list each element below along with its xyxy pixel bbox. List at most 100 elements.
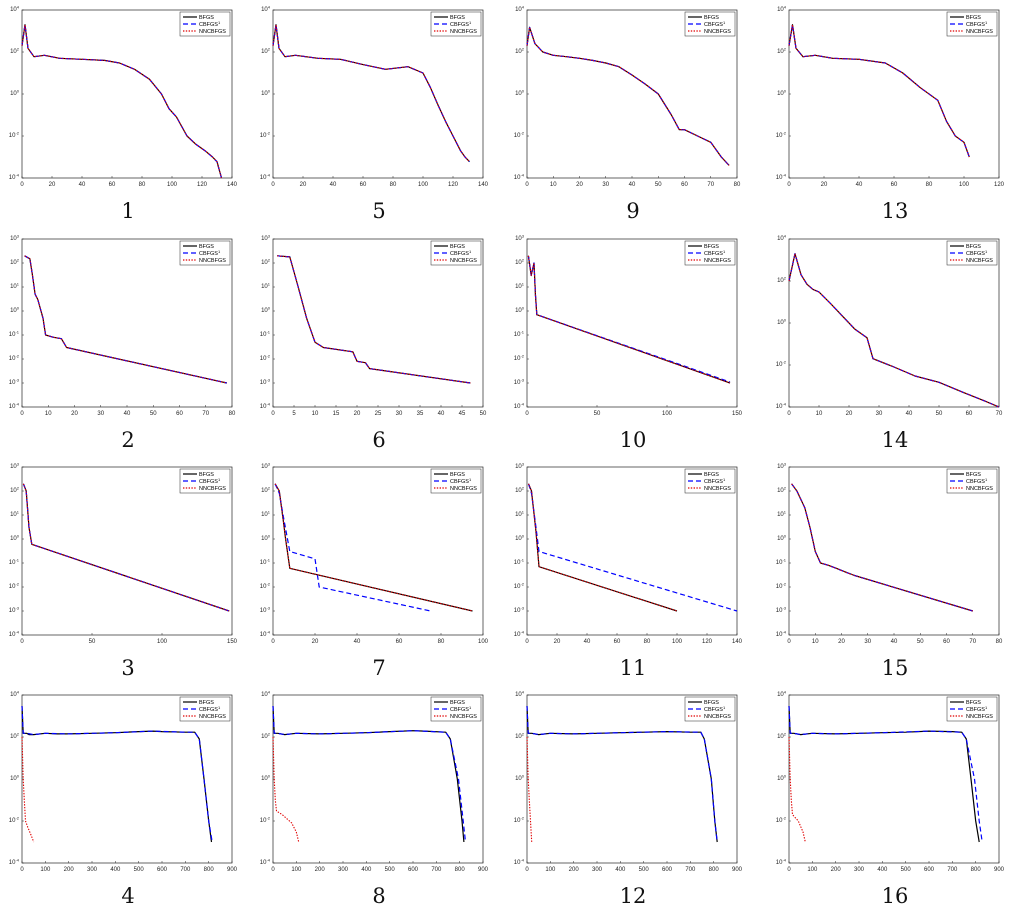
x-tick-label: 0 [271,411,275,417]
legend-label-bfgs: BFGS [966,244,981,250]
y-tick-label: 10-2 [9,816,20,825]
legend-label-cbfgs: CBFGS1 [450,705,472,713]
x-tick-label: 70 [969,639,976,645]
x-tick-label: 40 [891,639,898,645]
x-tick-label: 100 [167,182,178,188]
y-tick-label: 10-4 [776,173,787,182]
x-tick-label: 20 [846,411,853,417]
x-tick-label: 0 [525,639,529,645]
x-tick-label: 40 [906,411,913,417]
y-tick-label: 100 [261,774,271,783]
plot-frame [21,694,233,864]
subplot-number: 7 [372,656,385,680]
subplot-2: 0 10 20 30 40 50 60 70 80 10-4 10-3 10-2 10-1 100 101 1… [9,234,236,453]
subplot-1: 0 20 40 60 80 100 120 140 10-4 10-2 100 102 104 BFGSC… [9,5,238,224]
legend-label-bfgs: BFGS [704,15,719,21]
x-tick-label: 80 [996,639,1003,645]
series-nncbfgs [788,253,1000,408]
y-tick-label: 10-3 [9,378,20,387]
x-tick-label: 700 [431,867,442,873]
x-tick-label: 40 [354,639,361,645]
x-tick-label: 30 [97,411,104,417]
y-tick-label: 10-2 [9,131,20,140]
legend-label-cbfgs: CBFGS1 [966,477,988,485]
y-tick-label: 10-4 [9,630,20,639]
y-tick-label: 10-2 [776,360,787,369]
y-tick-label: 10-4 [260,858,271,867]
y-tick-label: 102 [515,486,525,495]
y-tick-label: 10-1 [514,558,525,567]
series-nncbfgs [526,736,533,843]
y-tick-label: 102 [515,732,525,741]
y-tick-label: 102 [777,276,787,285]
x-tick-label: 500 [901,867,912,873]
x-tick-label: 70 [996,411,1003,417]
x-tick-label: 10 [816,411,823,417]
x-tick-label: 10 [812,639,819,645]
series-nncbfgs [272,736,300,843]
subplot-number: 11 [620,656,647,680]
subplot-number: 16 [882,884,909,908]
x-tick-label: 30 [396,411,403,417]
x-tick-label: 0 [525,182,529,188]
x-tick-label: 80 [438,639,445,645]
subplot-number: 10 [620,428,647,452]
subplot-number: 2 [121,428,134,452]
y-tick-label: 10-3 [260,606,271,615]
x-tick-label: 60 [681,182,688,188]
x-tick-label: 20 [354,411,361,417]
plot-frame [526,694,738,864]
x-tick-label: 40 [124,411,131,417]
y-tick-label: 104 [777,5,787,14]
series-nncbfgs [788,24,970,158]
legend-label-cbfgs: CBFGS1 [199,477,221,485]
series-bfgs [21,705,213,843]
series-nncbfgs [527,255,731,384]
plot-frame [272,694,484,864]
y-tick-label: 10-4 [776,858,787,867]
x-tick-label: 45 [459,411,466,417]
y-tick-label: 103 [10,462,20,471]
y-tick-label: 100 [515,89,525,98]
y-tick-label: 100 [261,534,271,543]
x-tick-label: 0 [525,411,529,417]
x-tick-label: 200 [315,867,326,873]
x-tick-label: 0 [525,867,529,873]
legend-box [946,11,998,37]
y-tick-label: 10-1 [776,558,787,567]
subplot-number: 5 [372,199,385,223]
x-tick-label: 200 [569,867,580,873]
x-tick-label: 120 [448,182,459,188]
y-tick-label: 102 [10,47,20,56]
x-tick-label: 20 [838,639,845,645]
plot-frame [788,238,1000,408]
x-tick-label: 35 [417,411,424,417]
y-tick-label: 101 [515,282,525,291]
y-tick-label: 100 [261,89,271,98]
y-tick-label: 102 [261,732,271,741]
x-tick-label: 150 [227,639,238,645]
legend-label-nncbfgs: NNCBFGS [966,29,993,35]
legend-label-nncbfgs: NNCBFGS [704,714,731,720]
x-tick-label: 800 [709,867,720,873]
y-tick-label: 101 [261,282,271,291]
x-tick-label: 120 [994,182,1005,188]
x-tick-label: 0 [20,867,24,873]
y-tick-label: 10-4 [9,858,20,867]
x-tick-label: 500 [385,867,396,873]
subplot-number: 8 [372,884,385,908]
legend-label-cbfgs: CBFGS1 [704,477,726,485]
y-tick-label: 102 [777,732,787,741]
y-tick-label: 10-3 [514,378,525,387]
y-tick-label: 10-2 [260,131,271,140]
series-cbfgs [526,705,718,843]
y-tick-label: 102 [261,258,271,267]
x-tick-label: 60 [396,639,403,645]
